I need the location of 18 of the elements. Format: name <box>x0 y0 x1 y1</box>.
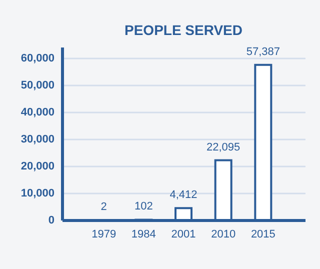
y-tick-label: 30,000 <box>20 133 54 146</box>
data-label: 2 <box>100 200 107 213</box>
data-label: 4,412 <box>170 189 198 202</box>
x-tick-label: 1984 <box>131 228 156 240</box>
y-tick-label: 40,000 <box>20 106 54 118</box>
x-tick-label: 2010 <box>211 228 236 240</box>
data-label: 102 <box>134 200 153 213</box>
y-tick-label: 10,000 <box>20 187 54 200</box>
y-tick-label: 50,000 <box>20 79 54 92</box>
x-tick-label: 1979 <box>92 228 116 240</box>
chart-title: PEOPLE SERVED <box>124 22 243 38</box>
x-tick-label: 2015 <box>250 228 276 240</box>
y-tick-label: 0 <box>48 214 54 226</box>
y-tick-label: 60,000 <box>20 52 54 64</box>
data-label: 57,387 <box>246 46 280 58</box>
data-label: 22,095 <box>206 141 240 154</box>
x-tick-label: 2001 <box>171 228 196 240</box>
y-tick-label: 20,000 <box>20 160 54 172</box>
